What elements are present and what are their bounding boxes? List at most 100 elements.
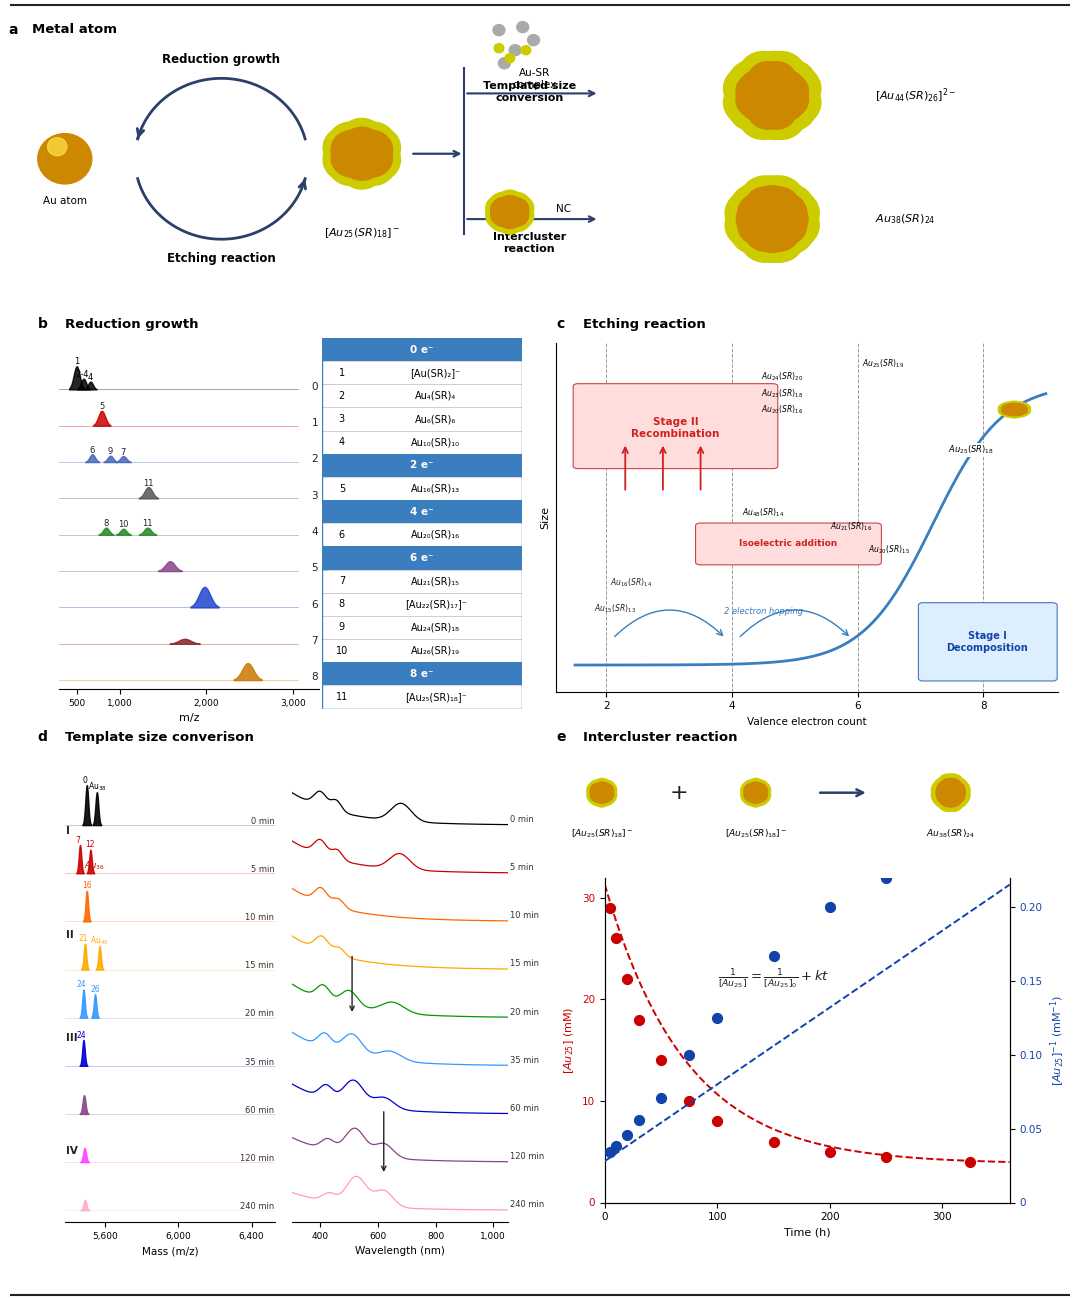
Circle shape bbox=[1012, 404, 1030, 415]
Text: 2 e⁻: 2 e⁻ bbox=[410, 460, 433, 471]
Circle shape bbox=[754, 176, 805, 222]
Text: 0 e⁻: 0 e⁻ bbox=[312, 381, 334, 391]
Text: 10 min: 10 min bbox=[510, 911, 539, 920]
Point bbox=[708, 1110, 726, 1131]
Circle shape bbox=[760, 200, 800, 238]
FancyBboxPatch shape bbox=[322, 662, 522, 685]
Text: 35 min: 35 min bbox=[510, 1056, 539, 1065]
Circle shape bbox=[38, 134, 92, 183]
Text: $Au_{38}(SR)_{24}$: $Au_{38}(SR)_{24}$ bbox=[875, 212, 935, 226]
Circle shape bbox=[1009, 407, 1025, 415]
Text: 7: 7 bbox=[121, 447, 126, 456]
Text: 11: 11 bbox=[336, 692, 348, 702]
Circle shape bbox=[752, 786, 768, 802]
Circle shape bbox=[753, 64, 792, 100]
Circle shape bbox=[933, 788, 954, 807]
Point bbox=[962, 823, 980, 844]
Text: 240 min: 240 min bbox=[510, 1200, 544, 1209]
Circle shape bbox=[597, 789, 615, 806]
Point bbox=[652, 1087, 670, 1108]
Text: 120 min: 120 min bbox=[510, 1152, 544, 1161]
Circle shape bbox=[747, 785, 764, 801]
Circle shape bbox=[748, 94, 798, 139]
Circle shape bbox=[496, 208, 524, 234]
Circle shape bbox=[932, 783, 953, 802]
Text: 8 e⁻: 8 e⁻ bbox=[410, 668, 433, 679]
Circle shape bbox=[726, 196, 775, 242]
FancyBboxPatch shape bbox=[322, 569, 522, 593]
Circle shape bbox=[744, 786, 759, 802]
Circle shape bbox=[495, 44, 504, 53]
Text: $[Au_{25}(SR)_{18}]^-$: $[Au_{25}(SR)_{18}]^-$ bbox=[725, 828, 787, 840]
Circle shape bbox=[765, 69, 805, 107]
Text: Stage I
Decomposition: Stage I Decomposition bbox=[946, 630, 1028, 653]
Point bbox=[962, 1152, 980, 1173]
Circle shape bbox=[504, 53, 515, 62]
Circle shape bbox=[494, 198, 518, 221]
Text: Au₂₄(SR)₁₈: Au₂₄(SR)₁₈ bbox=[411, 623, 460, 633]
Circle shape bbox=[756, 94, 806, 139]
Circle shape bbox=[745, 77, 784, 114]
Circle shape bbox=[1003, 404, 1021, 413]
Text: Intercluster reaction: Intercluster reaction bbox=[583, 731, 738, 744]
Text: 12: 12 bbox=[85, 840, 95, 849]
Circle shape bbox=[728, 60, 778, 107]
Text: $Au_{20}(SR)_{15}$: $Au_{20}(SR)_{15}$ bbox=[868, 543, 909, 555]
Circle shape bbox=[1010, 407, 1028, 417]
Circle shape bbox=[949, 783, 970, 802]
Circle shape bbox=[355, 133, 400, 174]
Text: 6 e⁻: 6 e⁻ bbox=[410, 552, 433, 563]
FancyBboxPatch shape bbox=[322, 500, 522, 523]
Text: 5 e⁻: 5 e⁻ bbox=[312, 563, 334, 573]
Circle shape bbox=[756, 52, 806, 98]
Text: 10: 10 bbox=[118, 520, 129, 529]
Point bbox=[619, 968, 636, 989]
Y-axis label: Size: Size bbox=[541, 506, 551, 529]
Point bbox=[602, 897, 619, 918]
Circle shape bbox=[594, 788, 610, 803]
Circle shape bbox=[744, 784, 759, 798]
Circle shape bbox=[771, 79, 821, 126]
Circle shape bbox=[328, 143, 373, 186]
Circle shape bbox=[341, 135, 382, 173]
Text: c: c bbox=[556, 317, 565, 330]
FancyBboxPatch shape bbox=[918, 603, 1057, 681]
Circle shape bbox=[741, 784, 758, 801]
Circle shape bbox=[760, 208, 800, 246]
Circle shape bbox=[940, 785, 956, 801]
FancyBboxPatch shape bbox=[322, 593, 522, 616]
Circle shape bbox=[502, 200, 527, 224]
Circle shape bbox=[946, 781, 962, 798]
Text: e: e bbox=[556, 731, 566, 744]
Circle shape bbox=[940, 790, 956, 806]
Text: Etching reaction: Etching reaction bbox=[583, 317, 706, 330]
Circle shape bbox=[1001, 406, 1018, 415]
Circle shape bbox=[936, 785, 953, 801]
Text: 0 min: 0 min bbox=[510, 815, 534, 824]
Circle shape bbox=[743, 780, 760, 797]
Circle shape bbox=[941, 792, 961, 811]
Y-axis label: $[Au_{25}]^{-1}\ \mathrm{(mM^{-1})}$: $[Au_{25}]^{-1}\ \mathrm{(mM^{-1})}$ bbox=[1049, 994, 1067, 1086]
Text: 6: 6 bbox=[339, 530, 345, 540]
Circle shape bbox=[759, 213, 799, 251]
Text: Template size converison: Template size converison bbox=[65, 731, 254, 744]
Text: Au₁₀(SR)₁₀: Au₁₀(SR)₁₀ bbox=[411, 437, 460, 447]
Circle shape bbox=[747, 788, 764, 803]
Circle shape bbox=[760, 192, 800, 230]
Text: 8: 8 bbox=[104, 519, 109, 528]
Text: 20 min: 20 min bbox=[510, 1008, 539, 1017]
Circle shape bbox=[740, 216, 791, 263]
Circle shape bbox=[940, 781, 956, 798]
Circle shape bbox=[757, 92, 797, 129]
Circle shape bbox=[598, 786, 613, 802]
Circle shape bbox=[339, 118, 384, 160]
Point bbox=[652, 1050, 670, 1071]
Text: 60 min: 60 min bbox=[510, 1104, 539, 1113]
Circle shape bbox=[503, 192, 530, 218]
Text: 0: 0 bbox=[82, 776, 87, 785]
Circle shape bbox=[599, 781, 617, 798]
Circle shape bbox=[752, 214, 793, 252]
Circle shape bbox=[752, 186, 793, 224]
Circle shape bbox=[943, 792, 963, 811]
Circle shape bbox=[725, 190, 775, 237]
